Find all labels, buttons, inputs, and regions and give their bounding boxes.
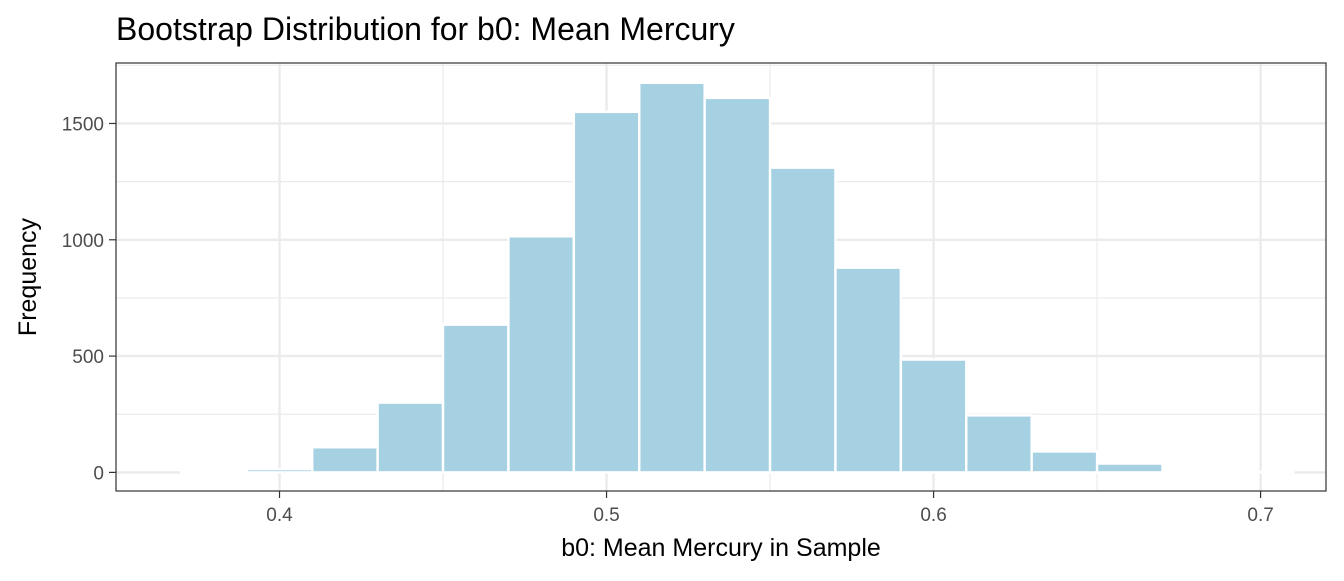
histogram-bar	[1032, 451, 1097, 472]
y-tick-label: 0	[93, 463, 104, 484]
histogram-bar	[574, 112, 639, 473]
y-axis-title: Frequency	[14, 217, 42, 336]
x-axis-title: b0: Mean Mercury in Sample	[561, 534, 881, 562]
histogram-bar	[901, 360, 966, 473]
y-tick-label: 1500	[62, 114, 104, 135]
histogram-bar	[835, 268, 900, 473]
chart-title: Bootstrap Distribution for b0: Mean Merc…	[116, 11, 735, 47]
histogram-bar	[508, 236, 573, 472]
histogram-bar	[443, 325, 508, 473]
histogram-bar	[966, 415, 1031, 472]
histogram-bar	[1097, 464, 1162, 473]
histogram-bar	[639, 83, 704, 473]
y-tick-label: 1000	[62, 231, 104, 252]
x-tick-label: 0.4	[266, 505, 293, 526]
x-tick-label: 0.7	[1247, 505, 1273, 526]
histogram-bar	[312, 447, 377, 472]
y-tick-label: 500	[72, 347, 104, 368]
histogram-bar	[770, 168, 835, 473]
histogram-bar	[247, 469, 312, 472]
x-tick-label: 0.6	[920, 505, 946, 526]
x-tick-label: 0.5	[593, 505, 619, 526]
histogram-bar	[705, 98, 770, 473]
histogram-bar	[1228, 472, 1293, 473]
histogram-bar	[378, 403, 443, 473]
